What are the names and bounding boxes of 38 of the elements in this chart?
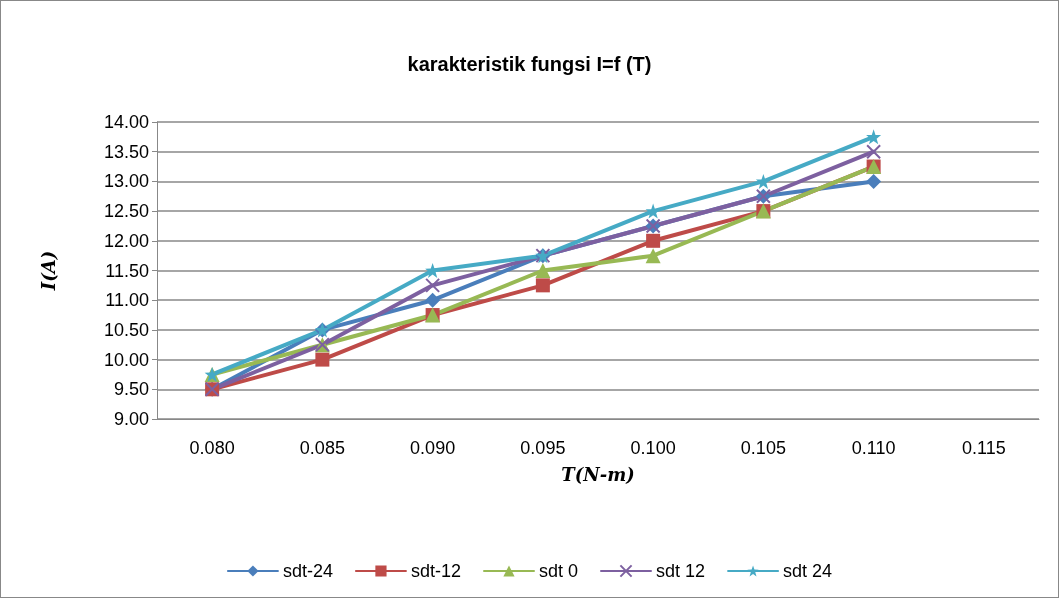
x-tick-label: 0.090 [410, 438, 456, 458]
y-tick-label: 12.00 [103, 230, 149, 251]
legend-label: sdt 12 [656, 561, 706, 581]
y-tick-label: 10.50 [103, 319, 149, 340]
y-tick-label: 9.00 [113, 409, 149, 429]
point [866, 129, 882, 145]
y-tick-label: 13.50 [103, 141, 149, 162]
x-tick-label: 0.115 [962, 438, 1006, 458]
legend-label: sdt 0 [538, 561, 579, 581]
y-tick-label: 13.00 [103, 171, 149, 192]
point [646, 233, 661, 248]
point [866, 173, 882, 189]
point [645, 248, 661, 264]
point [755, 173, 771, 189]
x-tick-label: 0.100 [630, 438, 676, 458]
point [425, 277, 441, 293]
y-axis-title: I(A) [37, 250, 59, 292]
y-tick-label: 9.50 [113, 379, 149, 400]
x-axis-title: T(N-m) [561, 463, 635, 485]
y-tick-label: 10.00 [103, 349, 149, 370]
point [866, 144, 882, 160]
point [535, 263, 551, 278]
x-tick-label: 0.080 [189, 438, 235, 458]
chart-title: karakteristik fungsi I=f (T) [407, 53, 652, 75]
legend-label: sdt-12 [410, 561, 461, 581]
y-tick-label: 14.00 [103, 112, 149, 132]
x-tick-label: 0.085 [299, 438, 345, 458]
legend-label: sdt-24 [282, 561, 333, 581]
x-tick-label: 0.110 [851, 438, 896, 458]
point [535, 278, 550, 293]
point [425, 292, 441, 308]
y-tick-label: 11.00 [105, 290, 149, 311]
y-tick-label: 12.50 [103, 201, 149, 222]
legend-label: sdt 24 [783, 561, 833, 581]
point [315, 352, 330, 367]
y-tick-label: 11.50 [105, 260, 149, 281]
x-tick-label: 0.095 [520, 438, 566, 458]
x-tick-label: 0.105 [740, 438, 786, 458]
